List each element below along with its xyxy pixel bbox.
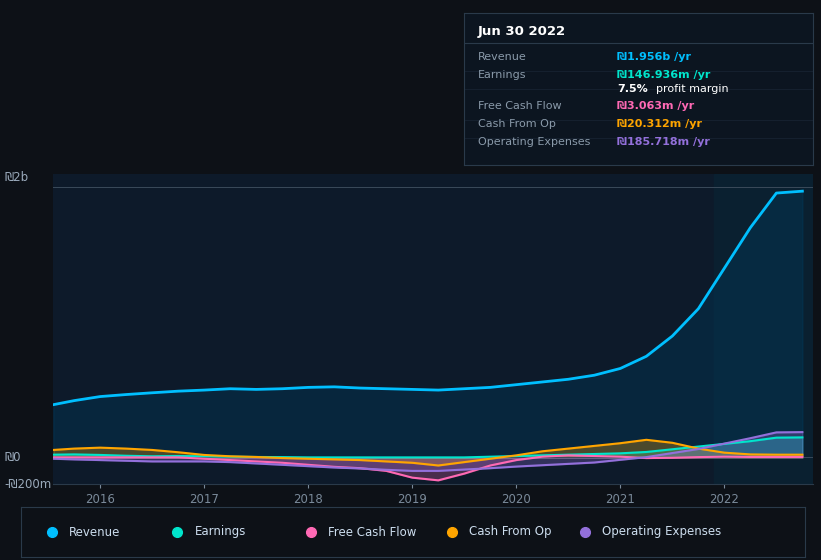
Text: Earnings: Earnings xyxy=(478,71,526,80)
Text: ₪2b: ₪2b xyxy=(4,171,28,184)
Text: ₪3.063m /yr: ₪3.063m /yr xyxy=(617,101,695,111)
Bar xyxy=(714,174,813,484)
Text: -₪200m: -₪200m xyxy=(4,478,52,491)
Text: Jun 30 2022: Jun 30 2022 xyxy=(478,25,566,38)
Text: Revenue: Revenue xyxy=(69,525,121,539)
Text: 7.5%: 7.5% xyxy=(617,84,648,94)
Text: ₪185.718m /yr: ₪185.718m /yr xyxy=(617,137,710,147)
Text: ₪0: ₪0 xyxy=(4,451,21,464)
Text: Cash From Op: Cash From Op xyxy=(478,119,556,129)
Text: Free Cash Flow: Free Cash Flow xyxy=(478,101,562,111)
Text: ₪20.312m /yr: ₪20.312m /yr xyxy=(617,119,703,129)
Text: Operating Expenses: Operating Expenses xyxy=(478,137,590,147)
Text: Revenue: Revenue xyxy=(478,52,526,62)
Text: Earnings: Earnings xyxy=(195,525,246,539)
Text: ₪146.936m /yr: ₪146.936m /yr xyxy=(617,71,711,80)
Text: Free Cash Flow: Free Cash Flow xyxy=(328,525,416,539)
Text: Operating Expenses: Operating Expenses xyxy=(603,525,722,539)
Text: ₪1.956b /yr: ₪1.956b /yr xyxy=(617,52,691,62)
Text: Cash From Op: Cash From Op xyxy=(469,525,552,539)
Text: profit margin: profit margin xyxy=(656,84,728,94)
